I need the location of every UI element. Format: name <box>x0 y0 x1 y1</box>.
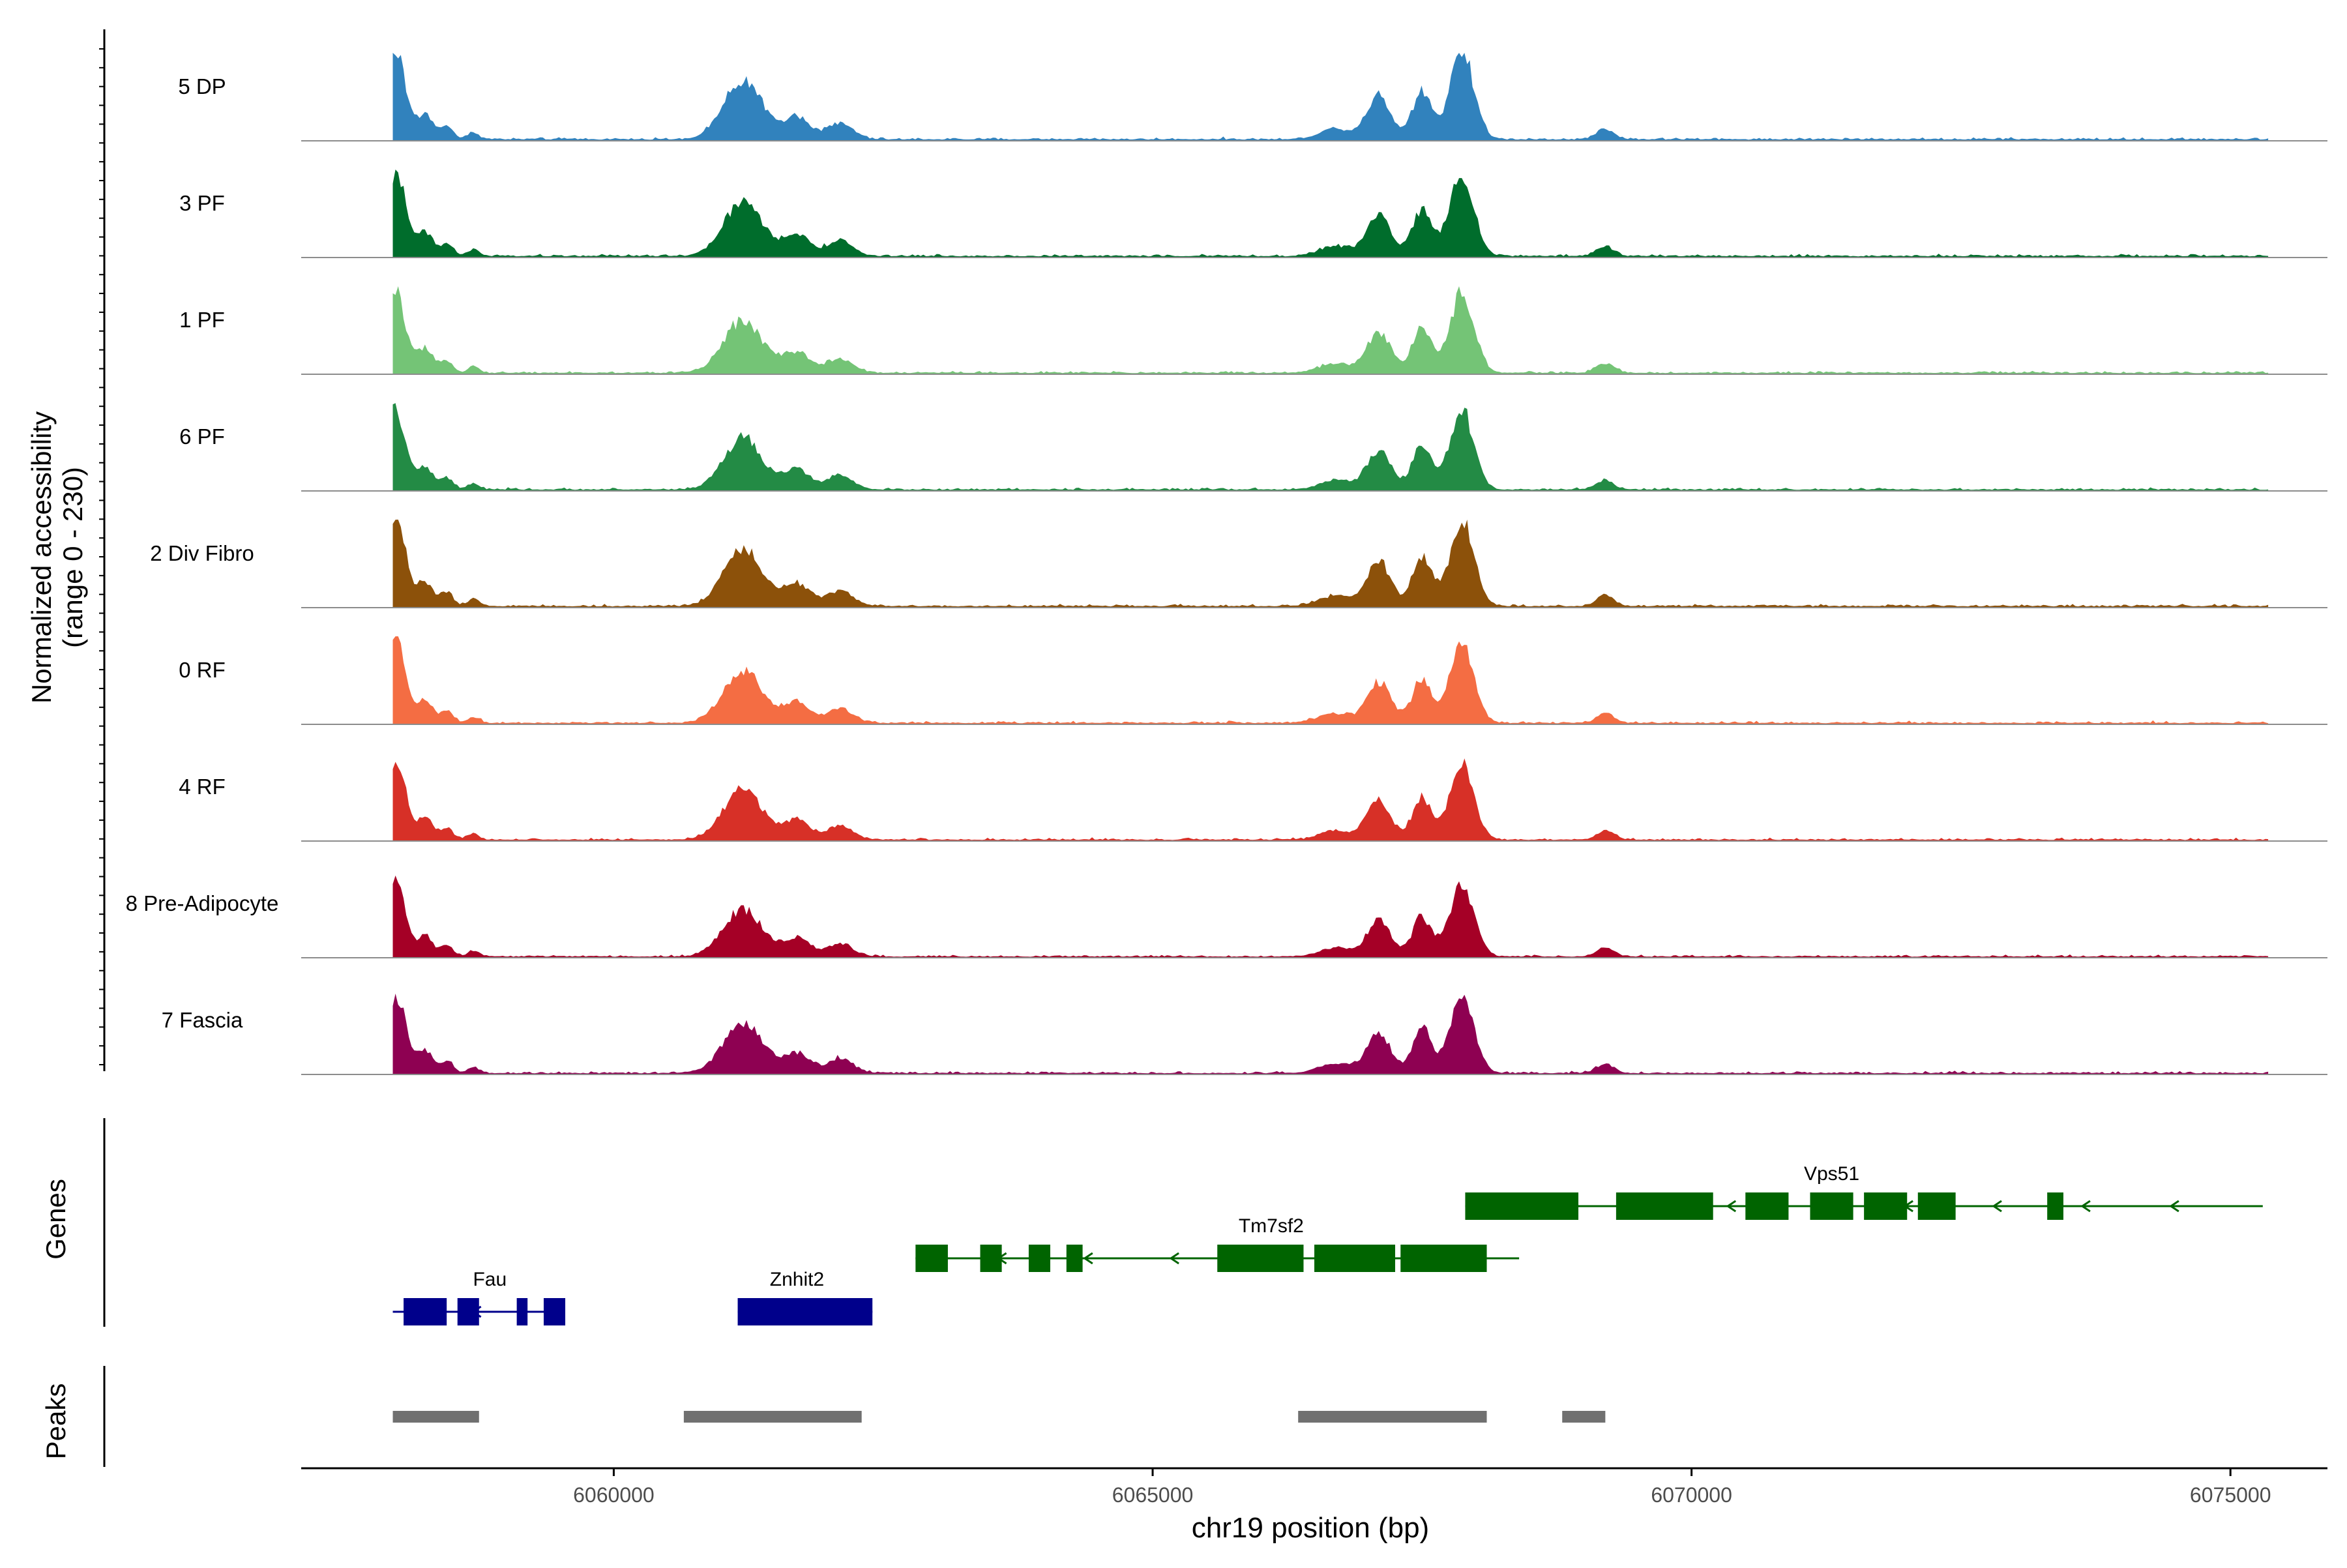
exon <box>1810 1192 1853 1220</box>
peak-region <box>1298 1411 1487 1423</box>
exon <box>1917 1192 1956 1220</box>
track-label: 3 PF <box>179 191 225 215</box>
exon <box>516 1298 528 1325</box>
y-axis-title-line1: Normalized accessibility <box>26 411 57 703</box>
coverage-area-0-rf <box>392 636 2269 724</box>
track-label: 2 Div Fibro <box>150 541 254 565</box>
peak-region <box>392 1411 479 1423</box>
exon <box>404 1298 447 1325</box>
gene-vps51: Vps51 <box>1465 1163 2263 1220</box>
exon <box>1864 1192 1908 1220</box>
exon <box>543 1298 566 1325</box>
x-tick-label: 6060000 <box>573 1483 655 1507</box>
exon <box>2047 1192 2063 1220</box>
track-label: 7 Fascia <box>162 1008 243 1032</box>
gene-fau: Fau <box>392 1269 566 1325</box>
coverage-area-7-fascia <box>392 994 2269 1074</box>
exon <box>1465 1192 1579 1220</box>
coverage-area-1-pf <box>392 286 2269 374</box>
track-label: 0 RF <box>179 658 226 682</box>
coverage-area-3-pf <box>392 170 2269 258</box>
peak-region <box>1562 1411 1606 1423</box>
coverage-area-2-div-fibro <box>392 520 2269 608</box>
exon <box>1400 1245 1487 1272</box>
exon <box>980 1245 1002 1272</box>
track-label: 8 Pre-Adipocyte <box>126 891 279 915</box>
track-label: 1 PF <box>179 308 225 332</box>
track-label: 5 DP <box>178 74 226 98</box>
y-axis-title-line2: (range 0 - 230) <box>57 467 88 648</box>
coverage-area-8-pre-adipocyte <box>392 875 2269 958</box>
gene-label: Znhit2 <box>770 1269 824 1290</box>
track-labels: 5 DP 3 PF 1 PF 6 PF 2 Div Fibro 0 RF 4 RF 8 Pre… <box>126 74 279 1032</box>
x-axis-title: chr19 position (bp) <box>1192 1512 1429 1544</box>
gene-annotation-track: Vps51 Tm7sf2 Fau Znhit2 <box>103 1118 2263 1327</box>
exon <box>457 1298 479 1325</box>
exon <box>1314 1245 1395 1272</box>
coverage-tracks <box>301 53 2327 1075</box>
exon <box>1028 1245 1050 1272</box>
coverage-area-6-pf <box>392 403 2269 491</box>
gene-label: Vps51 <box>1804 1163 1859 1185</box>
genes-track-title: Genes <box>40 1179 71 1260</box>
coverage-area-5-dp <box>392 53 2269 141</box>
track-label: 6 PF <box>179 424 225 449</box>
exon <box>1745 1192 1789 1220</box>
gene-tm7sf2: Tm7sf2 <box>915 1215 1520 1272</box>
exon <box>737 1298 873 1325</box>
exon <box>1616 1192 1713 1220</box>
exon <box>915 1245 948 1272</box>
exon <box>1066 1245 1083 1272</box>
gene-znhit2: Znhit2 <box>737 1269 873 1325</box>
x-tick-label: 6065000 <box>1112 1483 1194 1507</box>
coverage-area-4-rf <box>392 758 2269 841</box>
peaks-track-title: Peaks <box>40 1383 71 1460</box>
y-axis <box>99 29 106 1071</box>
x-tick-label: 6070000 <box>1651 1483 1732 1507</box>
x-tick-label: 6075000 <box>2190 1483 2271 1507</box>
track-label: 4 RF <box>179 775 226 799</box>
gene-label: Fau <box>473 1269 507 1290</box>
exon <box>1217 1245 1304 1272</box>
x-axis: 6060000 6065000 6070000 6075000 <box>301 1467 2327 1507</box>
peak-region <box>683 1411 862 1423</box>
gene-label: Tm7sf2 <box>1239 1215 1304 1237</box>
peaks-track <box>103 1366 1606 1467</box>
